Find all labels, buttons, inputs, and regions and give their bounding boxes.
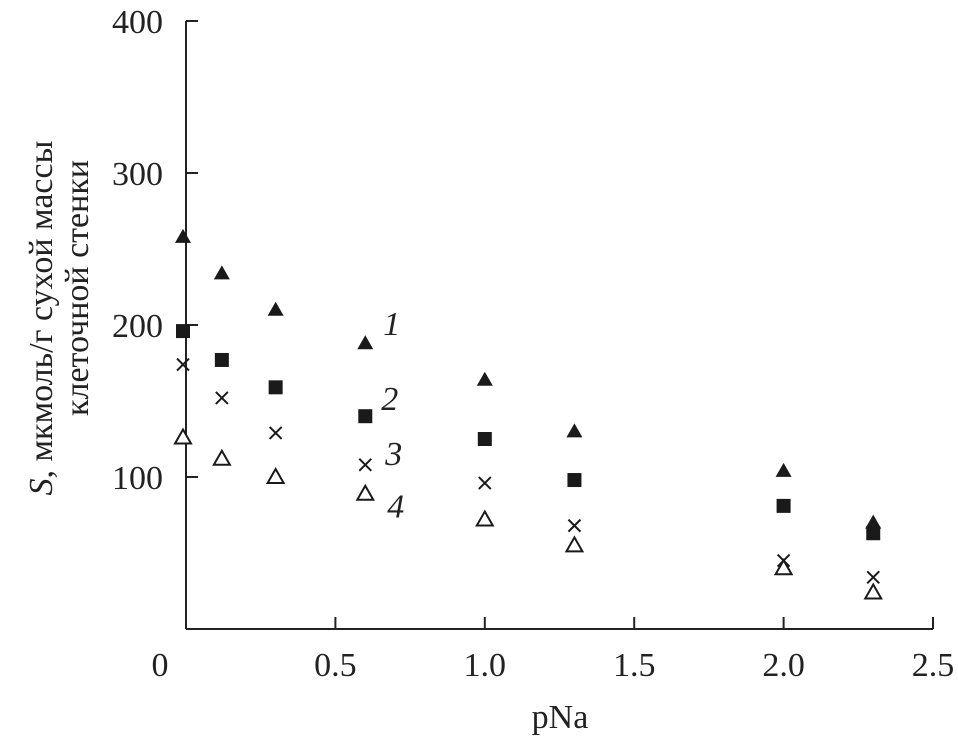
series-3-point	[567, 518, 582, 533]
series-3-point	[358, 458, 372, 472]
y-axis-title: S, мкмоль/г сухой массы	[23, 140, 60, 495]
series-3-point	[215, 391, 229, 405]
series-4-point	[773, 558, 794, 576]
series-2-point	[176, 324, 190, 339]
series-3-point	[176, 357, 190, 372]
series-4-point	[265, 466, 286, 484]
x-tick-label: 2.0	[762, 647, 805, 684]
y-axis-variable: S	[23, 478, 60, 495]
series-label: 2	[381, 381, 398, 418]
series-2-point	[866, 526, 881, 541]
y-axis-title-line2: клеточной стенки	[59, 160, 96, 416]
series-4-point	[173, 427, 193, 445]
series-label: 3	[384, 436, 402, 473]
x-tick-label: 0	[152, 647, 169, 684]
series-1-point	[775, 462, 792, 477]
series-4-point	[212, 448, 232, 466]
series-3-point	[268, 426, 283, 440]
series-1-point	[267, 301, 284, 316]
data-markers	[173, 228, 883, 600]
x-tick-label: 2.5	[912, 647, 955, 684]
series-3-point	[866, 570, 880, 585]
series-1-point	[865, 514, 882, 529]
y-tick-label: 300	[112, 156, 163, 193]
series-3-point	[478, 476, 492, 490]
series-2-point	[477, 432, 492, 446]
y-tick-label: 100	[112, 460, 163, 497]
series-2-point	[776, 498, 791, 513]
series-label: 4	[387, 489, 404, 526]
series-1-point	[566, 423, 583, 438]
series-label: 1	[383, 306, 400, 343]
x-tick-label: 1.5	[613, 647, 656, 684]
axes	[185, 21, 933, 630]
series-1-point	[476, 371, 493, 386]
series-2-point	[358, 409, 373, 424]
series-1-point	[357, 335, 374, 350]
series-4-point	[355, 483, 376, 501]
series-2-point	[214, 352, 229, 367]
ticks: 100 200 300 400 0 0.5 1.0 1.5 2.0 2.5	[112, 4, 954, 684]
x-tick-label: 1.0	[464, 647, 507, 684]
y-tick-label: 200	[112, 308, 163, 345]
series-4-point	[564, 535, 585, 553]
series-2-point	[268, 380, 283, 395]
series-4-point	[475, 509, 495, 527]
series-2-point	[567, 473, 582, 488]
x-axis-title: pNa	[532, 699, 589, 736]
series-1-point	[175, 228, 191, 243]
y-axis-units: , мкмоль/г сухой массы	[23, 140, 60, 478]
x-tick-label: 0.5	[314, 647, 357, 684]
series-labels: 1 2 3 4	[381, 306, 404, 525]
y-tick-label: 400	[112, 4, 163, 41]
series-1-point	[213, 265, 230, 280]
series-4-point	[863, 582, 883, 600]
